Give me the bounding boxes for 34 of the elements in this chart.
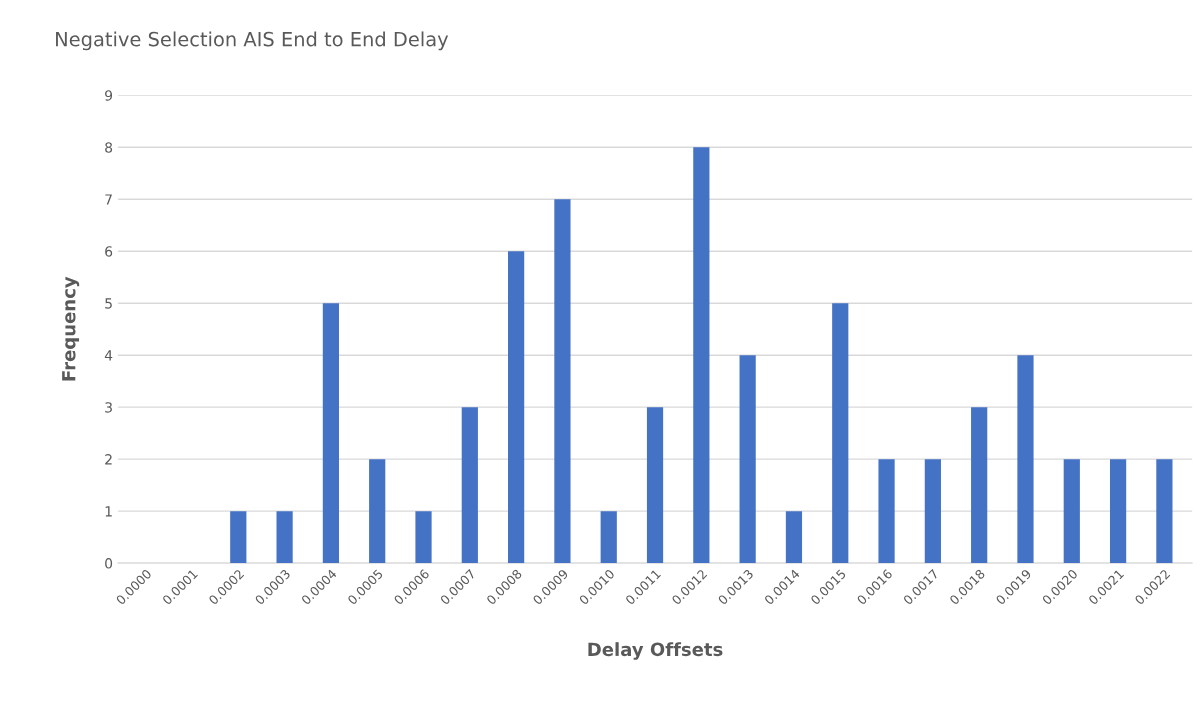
y-tick-label: 8: [105, 142, 113, 153]
bar: [230, 511, 247, 564]
bar: [971, 407, 988, 564]
chart-title: Negative Selection AIS End to End Delay: [56, 31, 449, 51]
bar: [369, 459, 386, 564]
bar: [461, 407, 478, 564]
bar: [878, 459, 895, 564]
bar: [785, 511, 803, 564]
x-axis-title: Delay Offsets: [588, 642, 723, 660]
bar: [276, 511, 293, 564]
y-tick-label: 9: [105, 90, 113, 101]
bar: [693, 147, 710, 564]
y-axis-title: Frequency: [62, 276, 80, 381]
bar: [924, 459, 941, 564]
y-tick-label: 7: [105, 194, 112, 205]
y-tick-label: 5: [105, 298, 112, 309]
y-tick-label: 6: [105, 246, 113, 257]
y-tick-label: 2: [105, 454, 112, 465]
y-tick-label: 0: [105, 558, 113, 569]
y-tick-label: 4: [104, 350, 113, 361]
y-tick-label: 3: [105, 402, 112, 413]
bar: [600, 511, 617, 564]
bar: [1017, 355, 1034, 564]
bar: [832, 303, 849, 564]
bar: [322, 303, 339, 564]
bar: [415, 511, 432, 564]
bar: [1063, 459, 1080, 564]
bar: [508, 251, 525, 564]
bar: [739, 355, 756, 564]
bar: [1109, 459, 1127, 564]
y-tick-label: 1: [105, 506, 112, 517]
bar: [554, 199, 571, 564]
bar: [1156, 459, 1173, 564]
bar: [646, 407, 664, 564]
